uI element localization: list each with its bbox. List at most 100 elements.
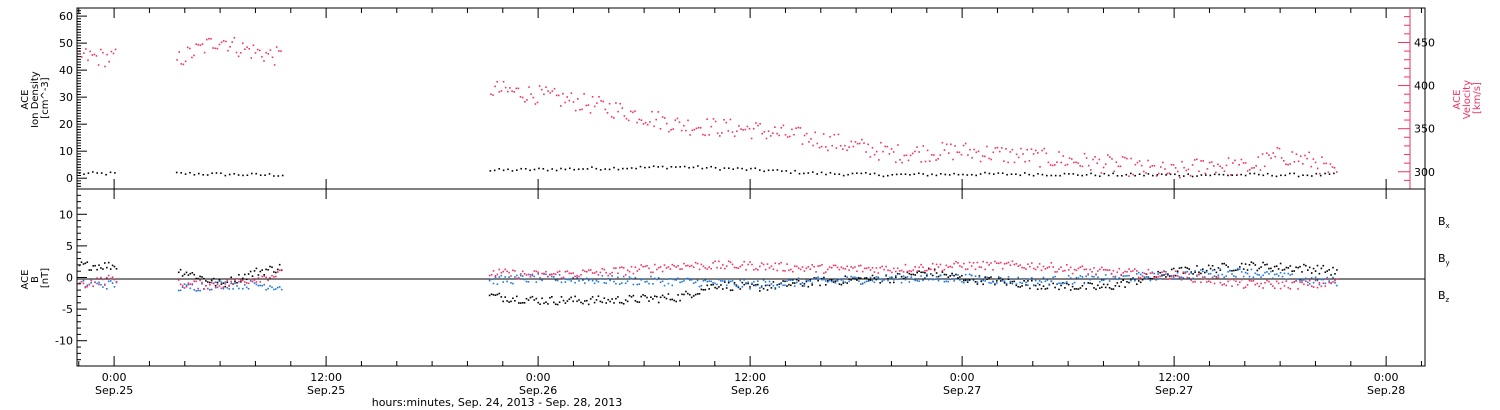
by-point [224,281,227,283]
bz-point [1095,273,1097,275]
density-point [1107,174,1110,177]
by-point [1260,276,1262,278]
velocity-point [627,119,630,122]
bx-point [673,299,675,302]
velocity-point [1113,170,1115,173]
by-point [518,278,520,280]
time-tick-label: 0:00 [102,371,127,384]
bx-point [1182,272,1185,274]
by-point [494,276,497,278]
velocity-point [820,145,823,148]
bz-point [815,271,817,273]
bx-point [801,285,804,287]
bz-point [1007,261,1010,264]
density-point [1315,172,1318,175]
by-point [1242,275,1245,278]
by-point [1324,282,1327,285]
top-panel-frame [76,7,1426,190]
by-point [634,277,637,279]
bz-point [1079,266,1082,268]
by-point [735,285,738,288]
bx-point [1244,263,1247,265]
by-point [996,282,998,284]
by-point [926,273,928,276]
density-point [882,175,885,178]
by-point [96,282,98,285]
velocity-point [1323,162,1325,165]
by-point [1019,281,1021,284]
bz-point [591,272,594,274]
velocity-point [579,108,581,111]
bz-point [902,271,905,273]
bx-point [1289,265,1292,267]
bz-point [624,274,627,276]
by-point [1204,276,1206,278]
by-point [222,287,225,290]
by-point [786,280,788,282]
by-point [1054,275,1056,278]
velocity-point [176,59,178,61]
bz-point [974,268,977,271]
by-point [1062,282,1064,285]
velocity-point [769,135,772,137]
bx-point [933,268,936,271]
bz-point [904,263,907,266]
velocity-point [602,100,604,103]
velocity-point [1191,164,1194,166]
by-point [1060,282,1062,285]
by-point [1112,275,1115,278]
by-point [939,274,942,277]
by-point [1046,279,1049,281]
by-point [1207,273,1210,275]
velocity-point [239,52,242,54]
bx-point [813,277,815,279]
bz-point [665,267,668,269]
by-point [1275,273,1278,275]
velocity-point [557,94,560,97]
bx-point [735,284,738,286]
density-point [1046,174,1048,177]
by-point [696,279,699,282]
velocity-point [1246,170,1249,172]
density-point [1244,174,1247,177]
velocity-point [623,115,626,117]
velocity-point [1126,157,1128,160]
density-point [246,174,249,176]
bz-point [551,273,553,276]
by-point [753,280,755,283]
bx-point [1015,284,1018,287]
bz-point [990,262,992,264]
bz-point [1334,279,1336,282]
bx-point [1114,285,1117,287]
by-point [780,283,782,285]
bx-point [1221,262,1224,265]
velocity-point [981,155,984,157]
by-point [1085,275,1087,278]
by-point [109,280,112,282]
bz-point [840,266,843,268]
velocity-point [1249,168,1251,171]
bx-point [547,303,549,305]
bx-point [1272,270,1274,272]
bz-point [1270,283,1272,285]
velocity-point [490,93,492,95]
velocity-point [1200,160,1202,162]
velocity-point [500,90,503,92]
density-point [745,169,748,171]
by-point [232,288,234,290]
by-point [935,276,938,278]
by-point [1130,279,1132,282]
velocity-point [231,41,233,43]
velocity-point [683,124,685,127]
velocity-point [1276,147,1279,149]
by-point [727,280,730,282]
by-point [185,284,188,287]
velocity-point [975,151,978,154]
by-point [506,280,508,283]
by-point [107,280,110,283]
bx-point [1312,267,1315,270]
bx-point [720,284,722,286]
velocity-point [977,150,980,153]
density-point [1266,172,1269,175]
density-point [184,173,187,175]
